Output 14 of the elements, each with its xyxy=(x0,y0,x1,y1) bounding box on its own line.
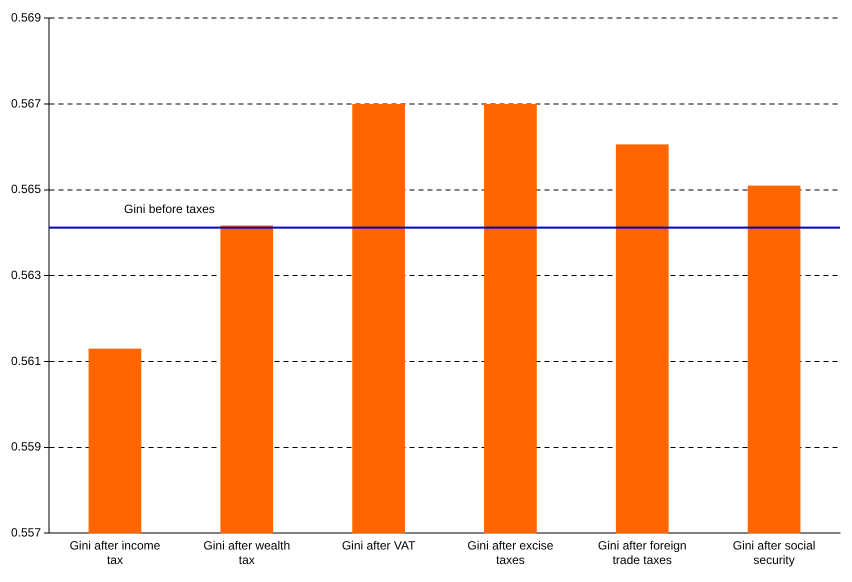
x-tick-label: Gini after wealth tax xyxy=(203,538,290,568)
x-tick-label: Gini after income tax xyxy=(70,538,161,568)
x-tick-label: Gini after VAT xyxy=(342,538,416,553)
x-tick-label: Gini after excise taxes xyxy=(467,538,554,568)
y-tick-label: 0.563 xyxy=(11,268,42,282)
y-tick-label: 0.565 xyxy=(11,182,42,196)
y-tick-label: 0.569 xyxy=(11,10,42,25)
y-tick-label: 0.561 xyxy=(11,354,42,368)
ref-line-label: Gini before taxes xyxy=(124,202,215,216)
x-tick-label: Gini after foreign trade taxes xyxy=(598,538,687,568)
y-tick-label: 0.557 xyxy=(11,526,42,540)
x-tick-label: Gini after social security xyxy=(732,538,816,568)
y-tick-label: 0.559 xyxy=(11,440,42,454)
y-tick-label: 0.567 xyxy=(11,96,42,110)
